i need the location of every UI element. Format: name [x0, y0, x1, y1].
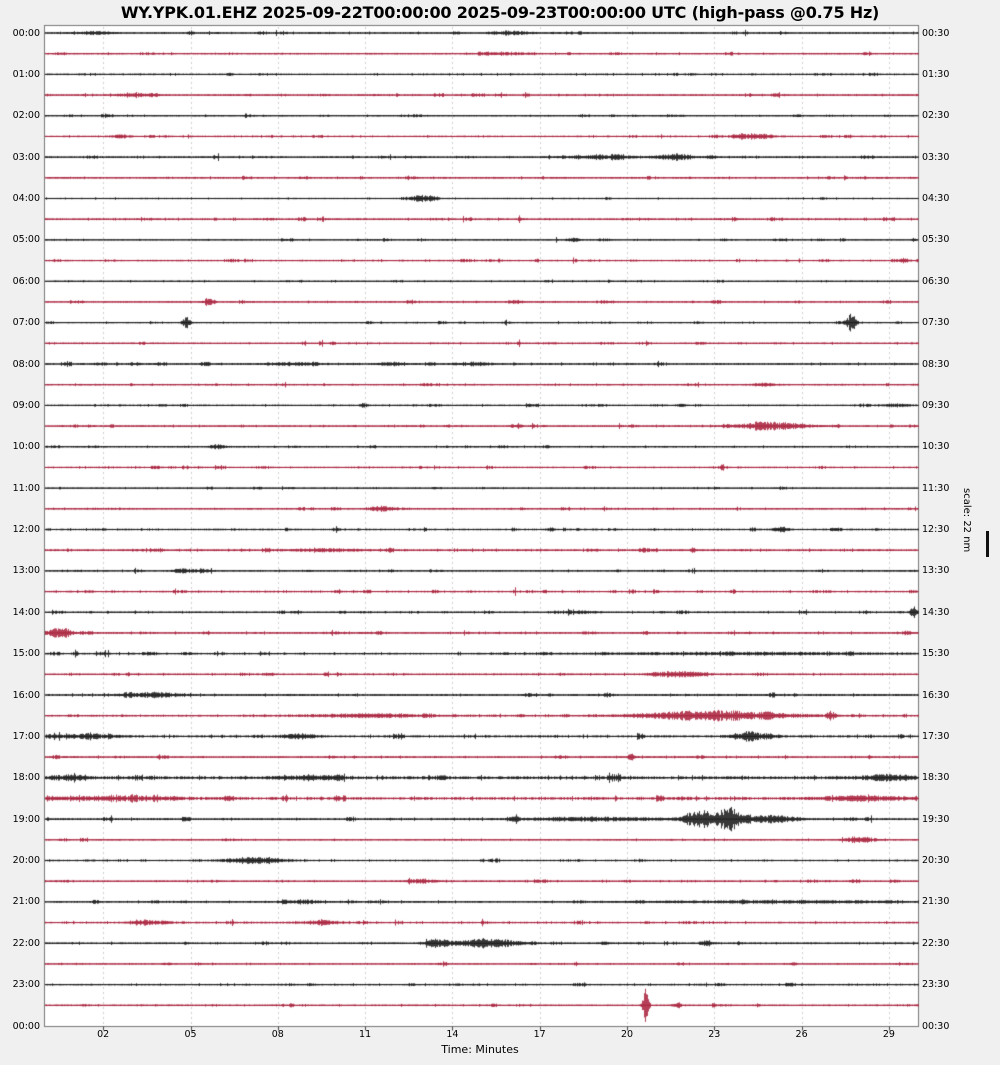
- left-time-label: 06:00: [12, 275, 40, 287]
- left-time-label: 00:00: [12, 1020, 40, 1032]
- right-time-label: 23:30: [922, 979, 950, 991]
- scale-bar: [986, 531, 989, 557]
- left-time-label: 04:00: [12, 193, 40, 204]
- right-time-label: 16:30: [922, 689, 950, 701]
- left-time-label: 19:00: [12, 813, 40, 825]
- right-time-label: 13:30: [922, 565, 950, 577]
- left-time-label: 10:00: [12, 441, 40, 453]
- right-time-label: 02:30: [922, 110, 950, 122]
- right-time-label: 12:30: [922, 524, 950, 535]
- right-time-label: 18:30: [922, 772, 950, 784]
- right-time-label: 21:30: [922, 896, 950, 908]
- x-tick-label: 26: [795, 1029, 808, 1040]
- right-time-label: 05:30: [922, 234, 950, 246]
- right-time-label: 22:30: [922, 937, 950, 949]
- x-tick-label: 29: [882, 1029, 895, 1040]
- right-time-label: 17:30: [922, 730, 950, 742]
- right-time-label: 15:30: [922, 648, 950, 660]
- x-tick-label: 11: [359, 1029, 372, 1040]
- x-axis-title: Time: Minutes: [441, 1043, 519, 1056]
- x-tick-label: 05: [184, 1029, 197, 1040]
- scale-label: scale: 22 nm: [961, 488, 972, 553]
- right-time-label: 07:30: [922, 317, 950, 329]
- left-time-label: 22:00: [12, 937, 40, 949]
- page-title: WY.YPK.01.EHZ 2025-09-22T00:00:00 2025-0…: [120, 3, 880, 22]
- left-time-label: 00:00: [12, 27, 40, 39]
- left-time-label: 13:00: [12, 565, 40, 577]
- left-time-label: 12:00: [12, 524, 40, 535]
- left-time-label: 15:00: [12, 648, 40, 660]
- left-time-label: 20:00: [12, 855, 40, 866]
- left-time-label: 08:00: [12, 358, 40, 370]
- left-time-label: 02:00: [12, 110, 40, 122]
- left-time-label: 01:00: [12, 68, 40, 80]
- right-time-label: 00:30: [922, 27, 950, 39]
- left-time-label: 21:00: [12, 896, 40, 908]
- x-tick-label: 20: [620, 1029, 634, 1040]
- right-time-label: 01:30: [922, 68, 950, 80]
- right-time-label: 10:30: [922, 441, 950, 453]
- x-tick-label: 17: [533, 1029, 546, 1040]
- right-time-label: 19:30: [922, 813, 950, 825]
- x-tick-label: 08: [271, 1029, 284, 1040]
- right-time-label: 09:30: [922, 399, 950, 411]
- right-time-label: 00:30: [922, 1020, 950, 1032]
- left-time-label: 23:00: [12, 979, 40, 991]
- right-time-label: 14:30: [922, 606, 950, 618]
- left-time-label: 14:00: [12, 606, 40, 618]
- left-time-label: 16:00: [12, 689, 40, 701]
- right-time-label: 08:30: [922, 358, 950, 370]
- left-time-label: 09:00: [12, 399, 40, 411]
- right-time-label: 04:30: [922, 193, 950, 204]
- left-time-label: 05:00: [12, 234, 40, 246]
- left-time-label: 17:00: [12, 730, 40, 742]
- right-time-label: 20:30: [922, 855, 950, 866]
- x-tick-label: 23: [708, 1029, 721, 1040]
- left-time-label: 07:00: [12, 317, 40, 329]
- x-tick-label: 14: [446, 1029, 459, 1040]
- right-time-label: 03:30: [922, 151, 950, 163]
- left-time-label: 18:00: [12, 772, 40, 784]
- right-time-label: 06:30: [922, 275, 950, 287]
- x-tick-label: 02: [97, 1029, 110, 1040]
- left-time-label: 11:00: [12, 482, 40, 494]
- right-time-label: 11:30: [922, 482, 950, 494]
- left-time-label: 03:00: [12, 151, 40, 163]
